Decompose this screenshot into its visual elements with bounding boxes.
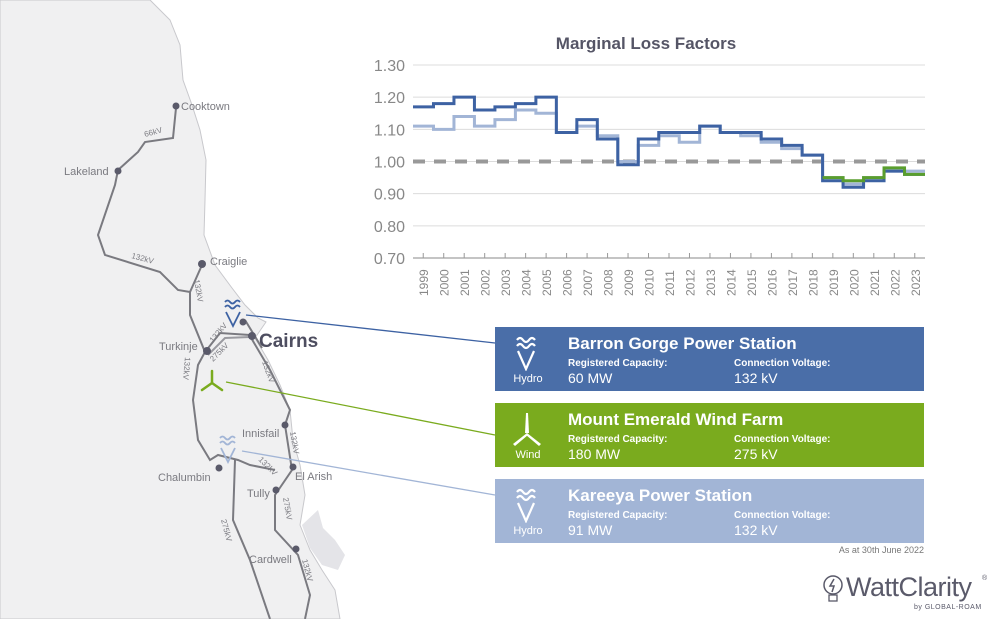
station-type: Wind: [515, 449, 541, 461]
y-tick-label: 0.80: [374, 219, 405, 236]
y-tick-label: 1.30: [374, 58, 405, 75]
x-tick-label: 2020: [847, 269, 861, 296]
line-label: 275kV: [281, 497, 294, 522]
place-label: Lakeland: [64, 166, 109, 178]
x-tick-label: 2008: [602, 269, 616, 296]
x-tick-label: 2010: [643, 269, 657, 296]
station-card: Hydro Kareeya Power Station Registered C…: [495, 479, 924, 543]
line-label: 132kV: [192, 279, 205, 304]
place-label: Chalumbin: [158, 472, 211, 484]
y-tick-label: 0.70: [374, 251, 405, 268]
x-tick-label: 2022: [888, 269, 902, 296]
station-type: Hydro: [513, 373, 543, 385]
x-tick-label: 2016: [765, 269, 779, 296]
x-tick-label: 2002: [479, 269, 493, 296]
line-label: 132kV: [181, 357, 192, 381]
station-card: Wind Mount Emerald Wind Farm Registered …: [495, 403, 924, 467]
station-card: Hydro Barron Gorge Power Station Registe…: [495, 327, 924, 391]
logo-byline: by GLOBAL-ROAM: [914, 604, 982, 611]
place-label: Cardwell: [249, 554, 292, 566]
series-line: [413, 108, 925, 186]
place-label: Cooktown: [181, 101, 230, 113]
mlf-chart: Marginal Loss Factors 1999 2000 2001 2002 20…: [374, 34, 925, 296]
as-at-note: As at 30th June 2022: [838, 545, 924, 555]
x-tick-label: 2023: [909, 269, 923, 296]
x-tick-label: 2000: [438, 269, 452, 296]
station-name: Mount Emerald Wind Farm: [568, 410, 784, 429]
line-label: 132kV: [288, 431, 301, 456]
place-label: Innisfail: [242, 428, 279, 440]
transmission-lines: [96, 107, 312, 619]
capacity-value: 60 MW: [568, 370, 613, 386]
place-label: El Arish: [295, 471, 332, 483]
x-tick-label: 2007: [581, 269, 595, 296]
wind-connector: [225, 381, 496, 436]
place-label: Turkinje: [159, 341, 198, 353]
y-tick-label: 0.90: [374, 187, 405, 204]
voltage-value: 275 kV: [734, 446, 778, 462]
station-type: Hydro: [513, 525, 543, 537]
y-tick-label: 1.20: [374, 90, 405, 107]
kareeya-connector: [241, 450, 496, 496]
y-tick-label: 1.00: [374, 155, 405, 172]
x-tick-label: 2021: [868, 269, 882, 296]
x-tick-label: 2003: [499, 269, 513, 296]
voltage-label: Connection Voltage:: [734, 510, 831, 521]
x-tick-label: 2012: [683, 269, 697, 296]
logo-name: WattClarity: [846, 572, 972, 602]
wind-turbine-icon: [200, 369, 224, 392]
station-name: Barron Gorge Power Station: [568, 334, 797, 353]
x-tick-label: 2009: [622, 269, 636, 296]
island: [302, 510, 345, 570]
voltage-value: 132 kV: [734, 370, 778, 386]
substations: [114, 102, 300, 553]
x-tick-label: 2006: [561, 269, 575, 296]
hydro-icon: [503, 485, 553, 528]
x-tick-label: 2011: [663, 270, 677, 296]
logo-reg: ®: [982, 575, 988, 582]
x-tick-label: 1999: [417, 269, 431, 296]
hydro-icon: [224, 299, 241, 329]
x-tick-label: 2005: [540, 269, 554, 296]
series-line: [413, 95, 925, 189]
series-line: [822, 166, 925, 183]
capacity-value: 91 MW: [568, 522, 613, 538]
x-tick-label: 2018: [806, 269, 820, 296]
x-tick-label: 2004: [520, 269, 534, 296]
capacity-label: Registered Capacity:: [568, 510, 668, 521]
wind-turbine-icon: [503, 409, 553, 454]
place-label-cairns: Cairns: [259, 331, 318, 352]
chart-title: Marginal Loss Factors: [556, 34, 736, 53]
y-tick-label: 1.10: [374, 122, 405, 139]
capacity-label: Registered Capacity:: [568, 434, 668, 445]
voltage-label: Connection Voltage:: [734, 358, 831, 369]
x-tick-label: 2017: [786, 269, 800, 296]
place-label: Tully: [247, 488, 270, 500]
capacity-value: 180 MW: [568, 446, 621, 462]
x-tick-label: 2019: [827, 269, 841, 296]
x-tick-label: 2015: [745, 269, 759, 296]
x-tick-label: 2013: [704, 269, 718, 296]
x-tick-label: 2001: [458, 269, 472, 296]
voltage-label: Connection Voltage:: [734, 434, 831, 445]
place-label: Craiglie: [210, 256, 247, 268]
hydro-icon: [503, 333, 553, 376]
voltage-value: 132 kV: [734, 522, 778, 538]
barron-connector: [245, 314, 496, 344]
lightbulb-icon: [823, 575, 843, 602]
capacity-label: Registered Capacity:: [568, 358, 668, 369]
land: [0, 0, 341, 619]
hydro-icon: [219, 435, 236, 465]
x-tick-label: 2014: [724, 269, 738, 296]
station-name: Kareeya Power Station: [568, 486, 753, 505]
